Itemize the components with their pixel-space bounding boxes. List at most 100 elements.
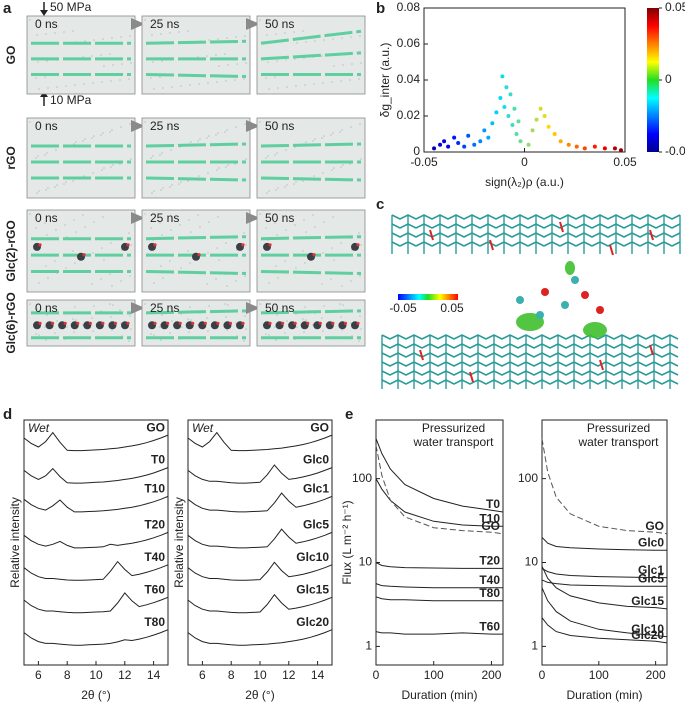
water-dot: [304, 262, 306, 264]
water-dot: [75, 141, 77, 143]
water-dot: [37, 155, 39, 157]
water-dot: [92, 330, 94, 332]
scatter-point: [534, 117, 539, 122]
water-dot: [304, 84, 306, 86]
water-dot: [144, 303, 146, 305]
y-axis-label: Relative intensity: [172, 497, 186, 588]
series-line: [541, 438, 668, 535]
step-arrow: [246, 120, 260, 132]
scatter-point: [592, 144, 597, 149]
water-dot: [129, 123, 131, 125]
water-dot: [259, 121, 261, 123]
step-arrow: [131, 120, 145, 132]
water-dot: [259, 19, 261, 21]
water-dot: [359, 123, 361, 125]
water-dot: [305, 231, 307, 233]
water-dot: [187, 250, 189, 252]
water-dot: [208, 39, 210, 41]
water-dot: [303, 331, 305, 333]
atom: [581, 291, 589, 299]
water-dot: [92, 172, 94, 174]
water-dot: [225, 242, 227, 244]
molecule-atom: [178, 321, 182, 325]
water-dot: [120, 322, 122, 324]
water-dot: [295, 181, 297, 183]
oxygen-bond: [609, 244, 614, 256]
water-dot: [151, 192, 153, 194]
water-dot: [244, 123, 246, 125]
water-dot: [322, 252, 324, 254]
water-dot: [351, 63, 353, 65]
water-dot: [295, 85, 297, 87]
scatter-point: [438, 142, 443, 147]
y-axis-label: Relative intensity: [8, 497, 22, 588]
water-dot: [45, 265, 47, 267]
water-dot: [358, 78, 360, 80]
scatter-point: [602, 146, 607, 151]
water-dot: [45, 33, 47, 35]
water-dot: [73, 143, 75, 145]
time-label: 50 ns: [265, 119, 294, 133]
water-dot: [153, 334, 155, 336]
water-dot: [101, 81, 103, 83]
water-dot: [259, 303, 261, 305]
water-dot: [268, 334, 270, 336]
series-label: T20: [479, 554, 500, 568]
water-dot: [152, 155, 154, 157]
water-dot: [286, 184, 288, 186]
water-dot: [187, 180, 189, 182]
water-dot: [267, 61, 269, 63]
series-label: T80: [479, 586, 500, 600]
water-dot: [305, 141, 307, 143]
water-dot: [54, 32, 56, 34]
water-dot: [314, 226, 316, 228]
water-dot: [350, 280, 352, 282]
water-dot: [245, 158, 247, 160]
x-tick-label: 14: [311, 668, 325, 682]
water-dot: [112, 304, 114, 306]
water-dot: [234, 163, 236, 165]
water-dot: [128, 340, 130, 342]
annotation: Wet: [192, 421, 214, 435]
scatter-point: [582, 146, 587, 151]
molecule-atom: [153, 243, 157, 247]
water-dot: [54, 332, 56, 334]
scatter-point: [512, 106, 517, 111]
water-dot: [284, 332, 286, 334]
step-arrow: [246, 302, 260, 314]
series-label: Glc5: [638, 572, 664, 586]
scatter-point: [452, 135, 457, 140]
water-dot: [109, 131, 111, 133]
water-dot: [330, 134, 332, 136]
oxygen-bond: [419, 349, 424, 361]
x-tick-label: 6: [35, 668, 42, 682]
water-dot: [144, 19, 146, 21]
water-dot: [198, 83, 200, 85]
water-dot: [342, 64, 344, 66]
series-label: Glc1: [303, 482, 329, 496]
y-axis-label: Flux (L m⁻² h⁻¹): [340, 500, 354, 584]
series-line: [23, 531, 169, 549]
water-dot: [350, 36, 352, 38]
water-dot: [197, 140, 199, 142]
water-dot: [188, 331, 190, 333]
step-arrow: [246, 18, 260, 30]
molecule-atom: [113, 321, 118, 325]
y-tick-label: 0.06: [397, 36, 421, 50]
scatter-point: [472, 142, 477, 147]
water-dot: [111, 329, 113, 331]
water-dot: [179, 224, 181, 226]
water-dot: [110, 242, 112, 244]
scatter-point: [500, 74, 505, 79]
time-label: 25 ns: [150, 301, 179, 315]
water-dot: [277, 187, 279, 189]
time-label: 0 ns: [35, 119, 58, 133]
water-dot: [207, 82, 209, 84]
water-dot: [245, 62, 247, 64]
water-dot: [100, 54, 102, 56]
water-dot: [73, 331, 75, 333]
pressure-label: 50 MPa: [50, 0, 92, 14]
water-dot: [187, 30, 189, 32]
water-dot: [130, 158, 132, 160]
water-dot: [322, 172, 324, 174]
